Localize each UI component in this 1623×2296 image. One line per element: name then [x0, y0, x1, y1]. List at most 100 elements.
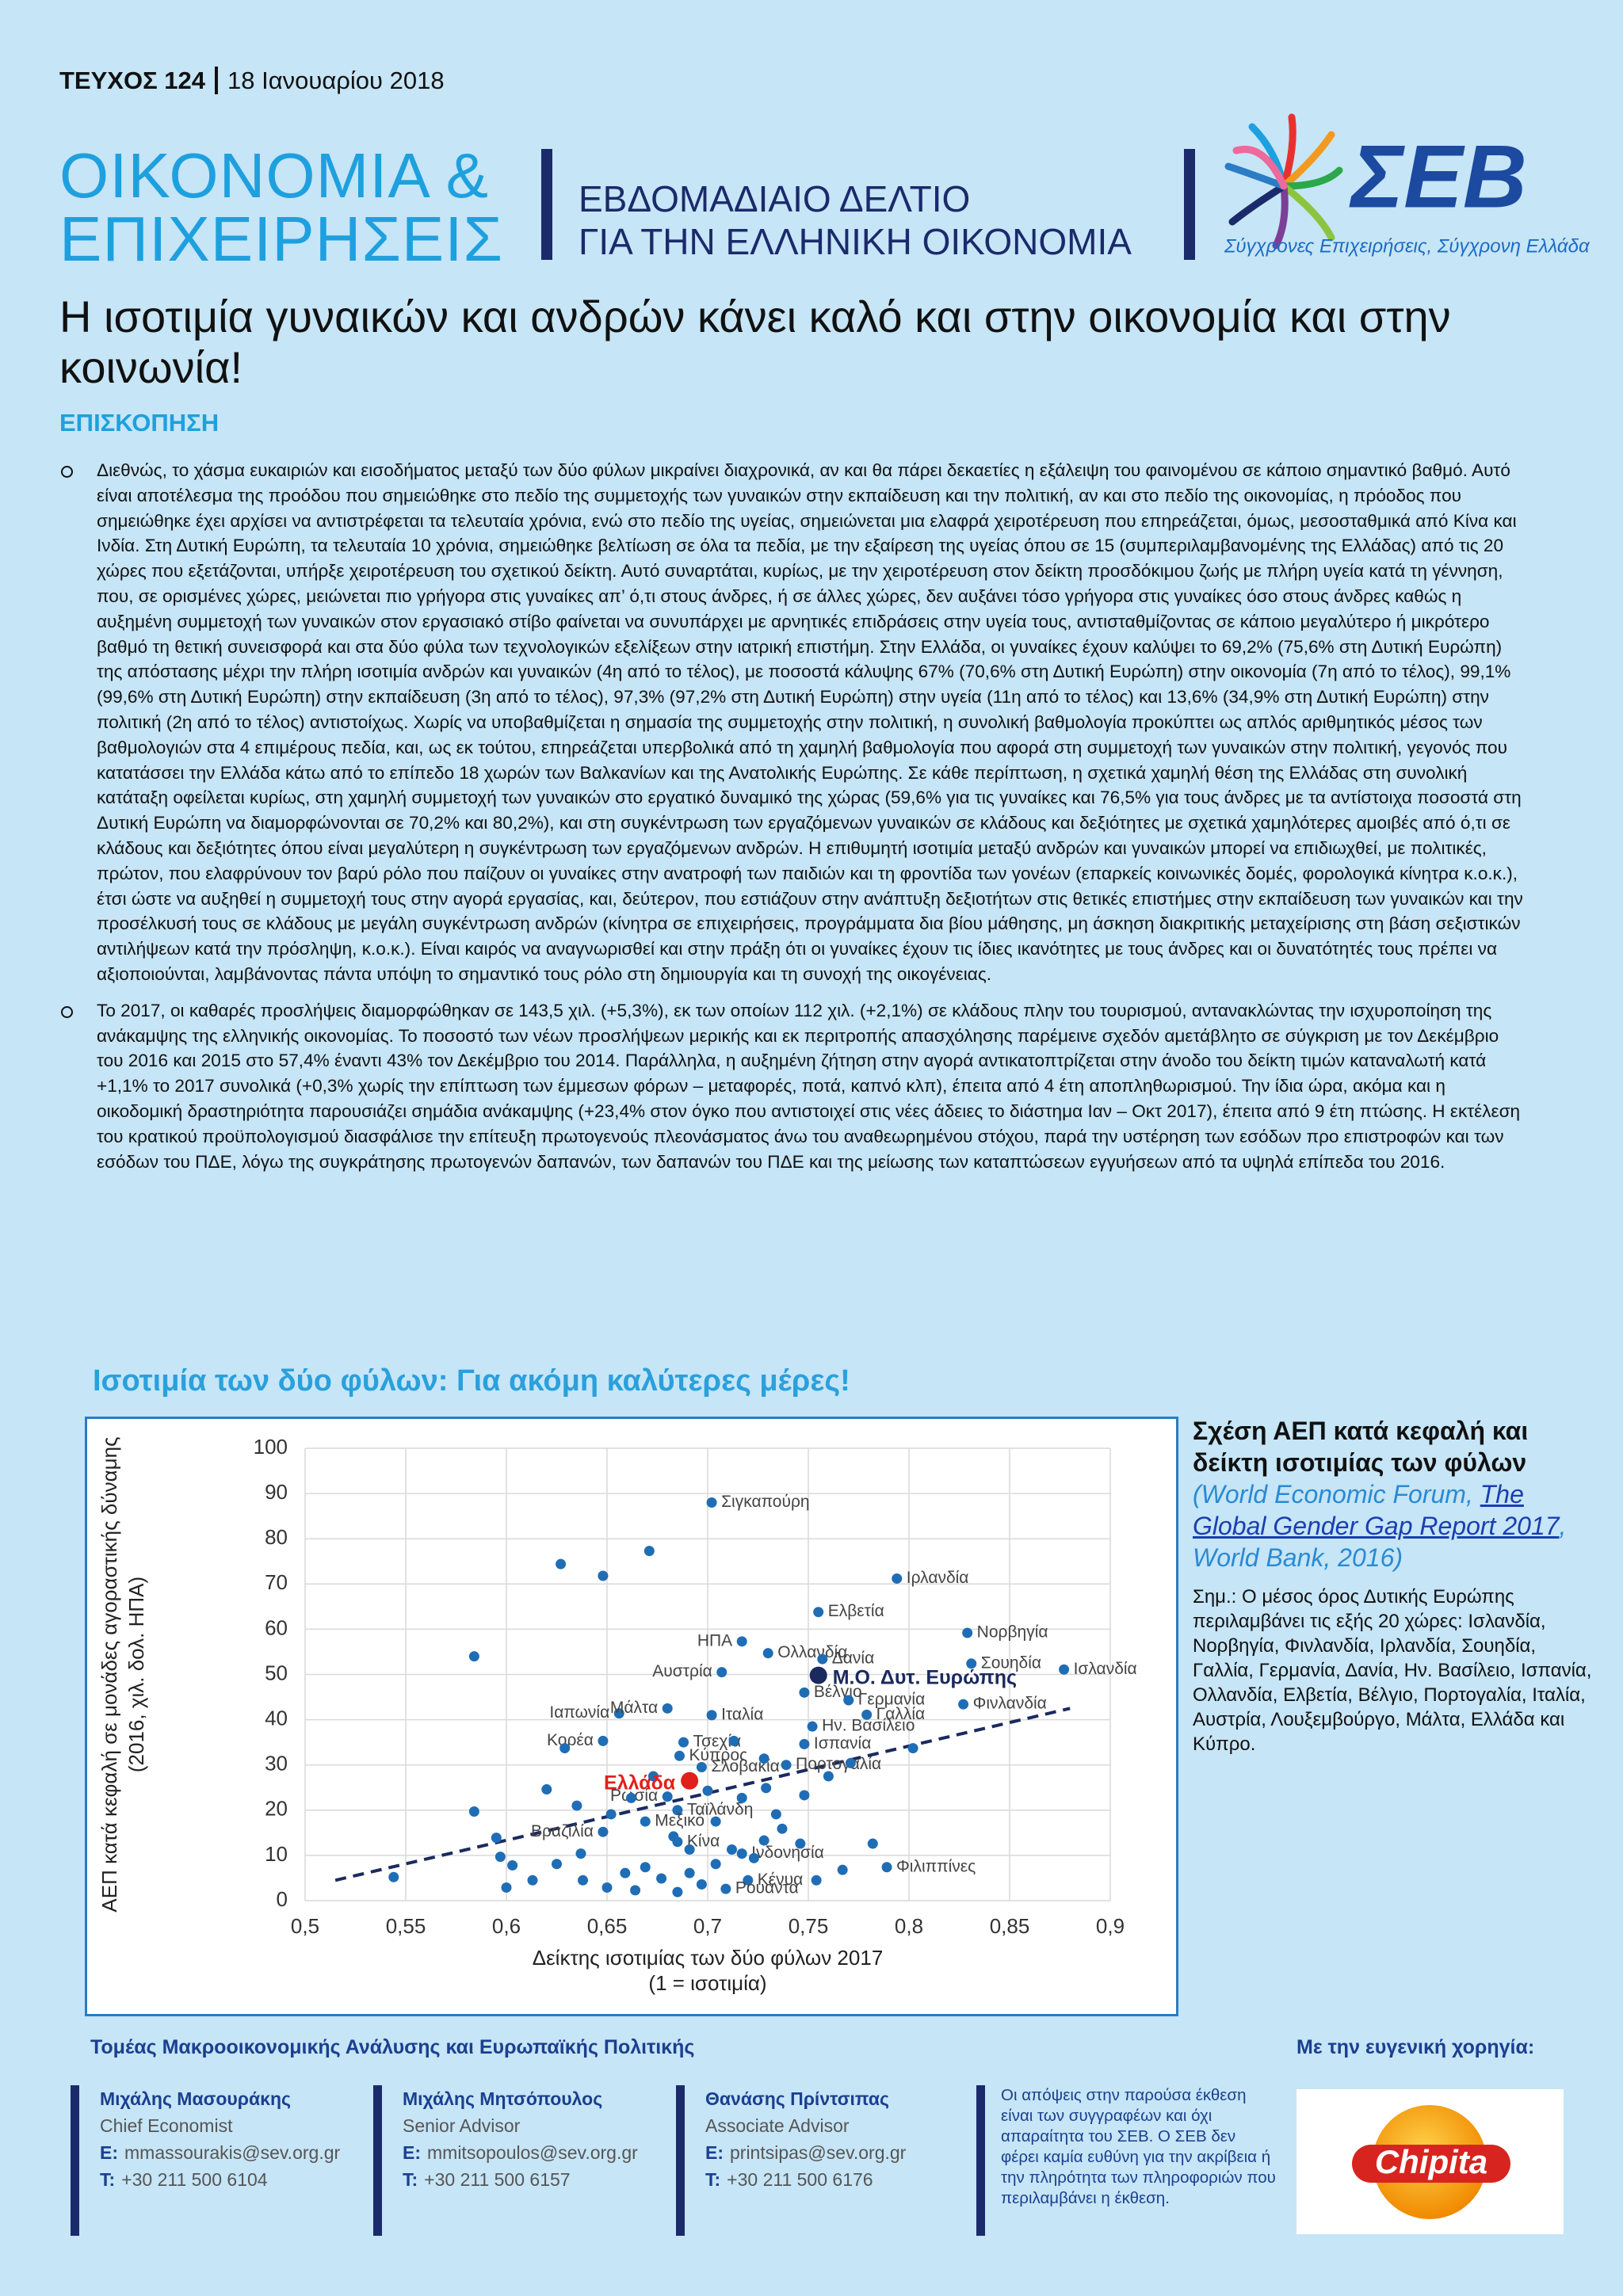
data-point [598, 1826, 609, 1837]
chart-frame: 0 10 20 30 40 50 60 70 80 90 100 0,5 0,55 0,6 0,65 0,7 0… [85, 1417, 1178, 2016]
x-tick-label: 0,75 [789, 1914, 829, 1938]
point-label: Φινλανδία [973, 1695, 1047, 1713]
masthead: ΕΠΙΧΕΙΡΗΣΕΙΣ [59, 204, 503, 274]
data-point [640, 1816, 651, 1827]
data-point [892, 1573, 903, 1584]
sponsor-label: Με την ευγενική χορηγία: [1296, 2036, 1535, 2058]
point-label: Σλοβακία [711, 1757, 779, 1775]
data-point [684, 1844, 695, 1855]
data-point [674, 1750, 685, 1761]
data-point [662, 1703, 673, 1714]
section-heading: ΕΠΙΣΚΟΠΗΣΗ [59, 409, 220, 437]
note-title: Σχέση ΑΕΠ κατά κεφαλή και δείκτη ισοτιμί… [1193, 1417, 1529, 1477]
contact-role: Associate Advisor [705, 2115, 850, 2136]
note-text: Σημ.: Ο μέσος όρος Δυτικής Ευρώπης περιλ… [1193, 1586, 1592, 1755]
masthead: ΟΙΚΟΝΟΜΙΑ & [59, 140, 489, 211]
contact-line: Θανάσης Πρίντσιπας [705, 2085, 961, 2112]
headline: Η ισοτιμία γυναικών και ανδρών κάνει καλ… [59, 292, 1451, 392]
chart-heading: Ισοτιμία των δύο φύλων: Για ακόμη καλύτε… [93, 1364, 850, 1398]
paragraph: Το 2017, οι καθαρές προσλήψεις διαμορφώθ… [61, 998, 1529, 1175]
point-label: Ισπανία [814, 1734, 871, 1753]
issue-date: 18 Ιανουαρίου 2018 [227, 67, 445, 94]
point-label: Ιταλία [721, 1705, 763, 1723]
point-label: Μάλτα [610, 1699, 658, 1717]
subtitle: ΓΙΑ ΤΗΝ ΕΛΛΗΝΙΚΗ ΟΙΚΟΝΟΜΙΑ [579, 221, 1132, 262]
data-point [758, 1753, 769, 1764]
y-axis-label: (2016, χιλ. δολ. ΗΠΑ) [124, 1577, 148, 1772]
data-point [468, 1651, 479, 1662]
note-source: (World Economic Forum, The Global Gender… [1193, 1478, 1593, 1573]
data-point [559, 1743, 571, 1754]
contact-line: T: +30 211 500 6104 [100, 2166, 356, 2193]
data-point [706, 1497, 717, 1508]
phone-label: T: [705, 2169, 721, 2190]
point-label: Ιαπωνία [549, 1703, 609, 1722]
data-point [541, 1784, 552, 1795]
data-point [843, 1695, 854, 1706]
y-tick-label: 30 [265, 1752, 288, 1775]
point-label: Σουηδία [981, 1653, 1041, 1672]
data-point [388, 1871, 399, 1882]
data-point [702, 1785, 713, 1796]
y-axis-label: ΑΕΠ κατά κεφαλή σε μονάδες αγοραστικής δ… [97, 1436, 121, 1912]
data-point [678, 1737, 689, 1748]
x-tick-label: 0,7 [693, 1914, 722, 1938]
data-point [613, 1708, 624, 1719]
point-label: Ρουάντα [735, 1879, 799, 1897]
data-point [736, 1636, 747, 1647]
source-link[interactable]: The Global Gender Gap Report 2017 [1193, 1480, 1560, 1540]
data-point [575, 1848, 586, 1859]
point-label: Ην. Βασίλειο [822, 1717, 915, 1735]
contact-line: Μιχάλης Μασουράκης [100, 2085, 356, 2112]
email-label: E: [403, 2142, 421, 2163]
contact-email: mmassourakis@sev.org.gr [124, 2142, 341, 2163]
data-point [696, 1762, 707, 1773]
issue-number: ΤΕΥΧΟΣ 124 [59, 67, 219, 94]
point-label: Γερμανία [858, 1691, 925, 1709]
data-point [684, 1867, 695, 1878]
contact-phone: +30 211 500 6176 [727, 2169, 873, 2190]
separator [541, 149, 552, 260]
data-point [672, 1886, 683, 1897]
data-point [527, 1875, 538, 1886]
data-point [468, 1806, 479, 1817]
chart: 0 10 20 30 40 50 60 70 80 90 100 0,5 0,55 0,6 0,65 0,7 0… [97, 1435, 1137, 1995]
contact-phone: +30 211 500 6157 [424, 2169, 571, 2190]
logo-tagline: Σύγχρονες Επιχειρήσεις, Σύγχρονη Ελλάδα [1224, 235, 1591, 257]
data-point [552, 1859, 562, 1870]
data-point [881, 1862, 892, 1873]
body-text: Διεθνώς, το χάσμα ευκαιριών και εισοδήμα… [61, 458, 1529, 1185]
data-point [716, 1667, 727, 1678]
data-point [781, 1760, 792, 1771]
data-point [720, 1883, 731, 1894]
data-point [817, 1653, 828, 1665]
data-point [736, 1792, 747, 1803]
data-point [605, 1809, 617, 1820]
sponsor-logo: Chipita [1296, 2089, 1564, 2234]
data-point [668, 1831, 679, 1842]
point-label: Νορβηγία [977, 1623, 1048, 1642]
data-point [726, 1844, 737, 1855]
data-point [845, 1757, 856, 1768]
data-point [966, 1658, 977, 1669]
logo-text: ΣΕΒ [1349, 128, 1527, 227]
data-point [598, 1735, 609, 1746]
data-point [625, 1792, 636, 1803]
x-axis-label: (1 = ισοτιμία) [648, 1971, 766, 1995]
data-point [672, 1805, 683, 1816]
contact: Μιχάλης Μητσόπουλος Senior Advisor E: mmits… [373, 2085, 659, 2236]
data-point [507, 1859, 518, 1871]
data-point [601, 1882, 613, 1893]
highlight-label: Ελλάδα [604, 1772, 676, 1794]
contact-line: Associate Advisor [705, 2112, 961, 2139]
phone-label: T: [100, 2169, 116, 2190]
data-point [811, 1875, 822, 1886]
data-point [867, 1838, 878, 1849]
data-point [807, 1721, 818, 1732]
data-point [640, 1862, 651, 1873]
email-label: E: [705, 2142, 724, 2163]
data-point [799, 1790, 810, 1801]
sponsor-band [1352, 2145, 1510, 2183]
data-point [795, 1838, 806, 1849]
source-text: (World Economic Forum, [1193, 1480, 1480, 1508]
